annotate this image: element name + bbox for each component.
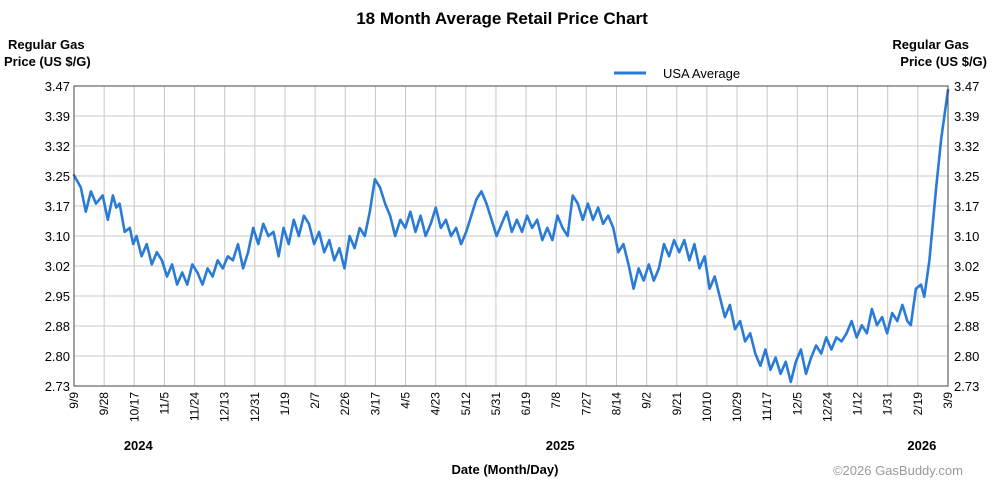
- x-tick-label: 1/31: [881, 392, 895, 416]
- y-tick-label-right: 3.02: [954, 259, 979, 274]
- plot-frame: [73, 85, 949, 387]
- y-axis-title-right-line2: Price (US $/G): [900, 54, 987, 69]
- x-tick-label: 2/7: [308, 392, 322, 409]
- year-label: 2026: [907, 438, 936, 453]
- x-tick-label: 9/9: [67, 392, 81, 409]
- y-tick-label-right: 2.95: [954, 289, 979, 304]
- x-tick-label: 12/13: [218, 392, 232, 422]
- year-label: 2025: [546, 438, 575, 453]
- x-tick-label: 7/27: [579, 392, 593, 416]
- series-layer: [72, 88, 950, 384]
- series-line-usa-average: [72, 88, 950, 384]
- x-tick-label: 5/12: [459, 392, 473, 416]
- y-tick-label-right: 3.32: [954, 139, 979, 154]
- y-tick-label-left: 3.47: [45, 79, 70, 94]
- x-tick-label: 10/17: [127, 392, 141, 422]
- x-tick-label: 8/14: [609, 392, 623, 416]
- x-ticks: 9/9 9/28 10/17 11/5 11/24 12/13 12/31 1/19 2/7 2/…: [67, 392, 955, 422]
- chart-title: 18 Month Average Retail Price Chart: [356, 9, 648, 28]
- y-tick-label-left: 3.32: [45, 139, 70, 154]
- y-axis-title-right-line1: Regular Gas: [892, 37, 969, 52]
- x-axis-title: Date (Month/Day): [452, 462, 559, 477]
- y-tick-label-left: 3.39: [45, 109, 70, 124]
- x-tick-label: 3/9: [941, 392, 955, 409]
- y-tick-label-left: 3.02: [45, 259, 70, 274]
- y-tick-label-left: 2.80: [45, 349, 70, 364]
- y-axis-title-left-line1: Regular Gas: [8, 37, 85, 52]
- y-tick-label-right: 2.88: [954, 319, 979, 334]
- grid: [73, 85, 949, 387]
- x-tick-label: 9/2: [640, 392, 654, 409]
- x-tick-label: 2/26: [338, 392, 352, 416]
- x-tick-label: 12/5: [790, 392, 804, 416]
- y-axis-title-left-line2: Price (US $/G): [4, 54, 91, 69]
- y-tick-label-right: 2.80: [954, 349, 979, 364]
- y-tick-label-right: 3.10: [954, 229, 979, 244]
- x-tick-label: 9/28: [97, 392, 111, 416]
- y-tick-label-right: 2.73: [954, 379, 979, 394]
- x-tick-label: 1/19: [278, 392, 292, 416]
- y-tick-label-left: 3.25: [45, 169, 70, 184]
- y-tick-label-left: 2.73: [45, 379, 70, 394]
- x-tick-label: 4/23: [429, 392, 443, 416]
- copyright: ©2026 GasBuddy.com: [833, 463, 963, 478]
- x-tick-label: 2/19: [911, 392, 925, 416]
- y-tick-label-left: 2.88: [45, 319, 70, 334]
- x-tick-label: 4/5: [399, 392, 413, 409]
- x-tick-label: 1/12: [851, 392, 865, 416]
- x-tick-label: 3/17: [368, 392, 382, 416]
- x-tick-label: 12/31: [248, 392, 262, 422]
- x-tick-label: 11/17: [760, 392, 774, 421]
- x-tick-label: 5/31: [489, 392, 503, 416]
- x-tick-label: 12/24: [820, 392, 834, 422]
- x-tick-label: 10/29: [730, 392, 744, 422]
- y-tick-label-left: 3.10: [45, 229, 70, 244]
- y-tick-label-right: 3.25: [954, 169, 979, 184]
- y-tick-label-right: 3.17: [954, 199, 979, 214]
- y-tick-label-right: 3.47: [954, 79, 979, 94]
- x-tick-label: 11/5: [157, 392, 171, 415]
- y-tick-label-left: 3.17: [45, 199, 70, 214]
- y-ticks-left: 3.47 3.39 3.32 3.25 3.17 3.10 3.02 2.95 2.88 2.80…: [45, 79, 70, 394]
- x-tick-label: 7/8: [549, 392, 563, 409]
- x-tick-label: 9/21: [670, 392, 684, 416]
- year-label: 2024: [124, 438, 154, 453]
- x-tick-label: 10/10: [700, 392, 714, 422]
- x-tick-label: 11/24: [188, 392, 202, 421]
- legend-label: USA Average: [663, 66, 740, 81]
- year-labels: 2024 2025 2026: [124, 438, 937, 453]
- y-tick-label-left: 2.95: [45, 289, 70, 304]
- y-ticks-right: 3.47 3.39 3.32 3.25 3.17 3.10 3.02 2.95 2.88 2.80…: [954, 79, 979, 394]
- y-tick-label-right: 3.39: [954, 109, 979, 124]
- legend: USA Average: [614, 66, 740, 81]
- x-tick-label: 6/19: [519, 392, 533, 416]
